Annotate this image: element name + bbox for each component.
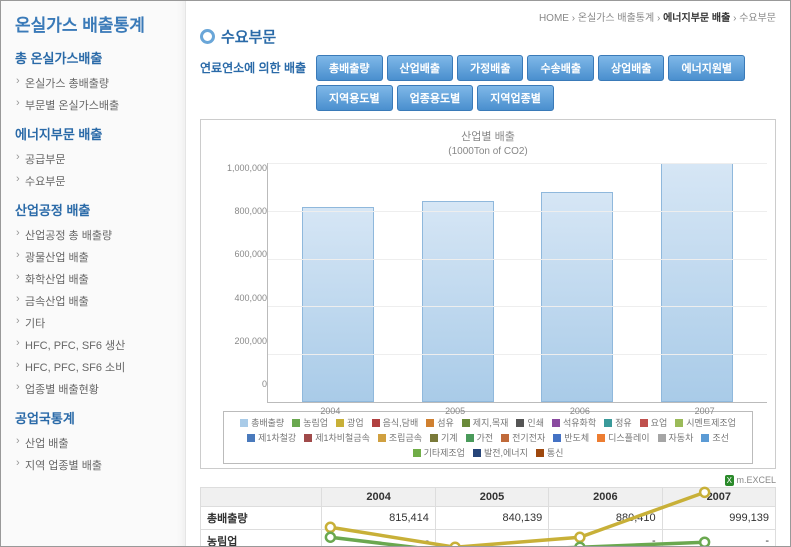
filter-label: 연료연소에 의한 배출 [200,55,306,76]
sidebar-heading[interactable]: 총 온실가스배출 [15,48,185,67]
x-tick: 2006 [518,406,643,416]
sidebar-title: 온실가스 배출통계 [11,11,185,36]
filter-bar: 연료연소에 의한 배출 총배출량산업배출가정배출수송배출상업배출에너지원별지역용… [200,55,776,111]
sidebar-item[interactable]: 금속산업 배출 [11,290,185,312]
sidebar-item[interactable]: HFC, PFC, SF6 소비 [11,356,185,378]
filter-button[interactable]: 총배출량 [316,55,382,81]
sidebar-item[interactable]: 공급부문 [11,148,185,170]
page-title: 수요부문 [200,26,776,47]
crumb-p1[interactable]: 온실가스 배출통계 [578,13,654,24]
filter-button[interactable]: 업종용도별 [397,85,474,111]
sidebar-item[interactable]: 산업 배출 [11,432,185,454]
x-tick: 2004 [268,406,393,416]
filter-button[interactable]: 상업배출 [598,55,664,81]
filter-button[interactable]: 지역용도별 [316,85,393,111]
filter-buttons: 총배출량산업배출가정배출수송배출상업배출에너지원별지역용도별업종용도별지역업종별 [316,55,776,111]
filter-button[interactable]: 산업배출 [387,55,453,81]
sidebar-item[interactable]: 온실가스 총배출량 [11,72,185,94]
sidebar-heading[interactable]: 산업공정 배출 [15,200,185,219]
filter-button[interactable]: 수송배출 [527,55,593,81]
sidebar-item[interactable]: 광물산업 배출 [11,246,185,268]
chart-card: 산업별 배출 (1000Ton of CO2) 1,000,000800,000… [200,119,776,469]
plot-area: 2004200520062007 [267,163,767,403]
breadcrumb: HOME › 온실가스 배출통계 › 에너지부문 배출 › 수요부문 [200,9,776,24]
filter-button[interactable]: 가정배출 [457,55,523,81]
y-axis: 1,000,000800,000600,000400,000200,0000 [209,163,267,403]
chart-title: 산업별 배출 [209,128,767,144]
sidebar-item[interactable]: 수요부문 [11,170,185,192]
sidebar: 온실가스 배출통계 총 온실가스배출온실가스 총배출량부문별 온실가스배출에너지… [1,1,186,546]
sidebar-item[interactable]: 기타 [11,312,185,334]
sidebar-item[interactable]: 산업공정 총 배출량 [11,224,185,246]
sidebar-item[interactable]: HFC, PFC, SF6 생산 [11,334,185,356]
chart-area: 1,000,000800,000600,000400,000200,0000 2… [209,163,767,403]
filter-button[interactable]: 에너지원별 [668,55,745,81]
crumb-p3: 수요부문 [739,13,776,24]
filter-button[interactable]: 지역업종별 [477,85,554,111]
crumb-home[interactable]: HOME [539,13,569,24]
x-tick: 2007 [642,406,767,416]
sidebar-item[interactable]: 업종별 배출현황 [11,378,185,400]
main: HOME › 온실가스 배출통계 › 에너지부문 배출 › 수요부문 수요부문 … [186,1,790,546]
sidebar-item[interactable]: 화학산업 배출 [11,268,185,290]
sidebar-item[interactable]: 지역 업종별 배출 [11,454,185,476]
x-tick: 2005 [393,406,518,416]
x-axis: 2004200520062007 [268,406,767,416]
sidebar-heading[interactable]: 공업국통계 [15,408,185,427]
sidebar-item[interactable]: 부문별 온실가스배출 [11,94,185,116]
chart-subtitle: (1000Ton of CO2) [209,146,767,157]
crumb-p2[interactable]: 에너지부문 배출 [663,13,730,24]
sidebar-heading[interactable]: 에너지부문 배출 [15,124,185,143]
